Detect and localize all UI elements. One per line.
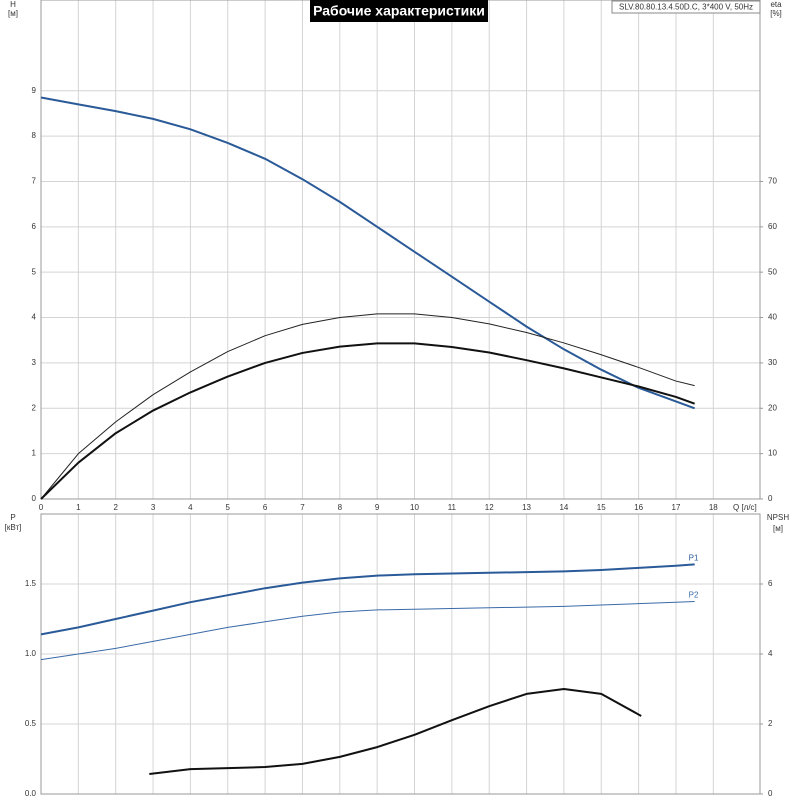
x-tick-label: 8 <box>338 503 343 512</box>
y-axis-label: H <box>10 0 16 9</box>
y2-tick-label: 40 <box>768 313 777 322</box>
x-tick-label: 10 <box>410 503 419 512</box>
top-frame <box>40 0 761 500</box>
y2-tick-label: 10 <box>768 449 777 458</box>
x-tick-label: 14 <box>559 503 568 512</box>
x-tick-label: 7 <box>300 503 305 512</box>
model-label: SLV.80.80.13.4.50D.C, 3*400 V, 50Hz <box>619 3 753 12</box>
series-label: P1 <box>689 554 699 563</box>
x-tick-label: 3 <box>151 503 156 512</box>
x-tick-label: 9 <box>375 503 380 512</box>
x-tick-label: 16 <box>634 503 643 512</box>
y2-tick-label: 4 <box>768 649 773 658</box>
y-tick-label: 5 <box>32 267 37 276</box>
x-tick-label: 6 <box>263 503 268 512</box>
y2-tick-label: 2 <box>768 719 773 728</box>
y-tick-label: 1.0 <box>25 649 37 658</box>
y-tick-label: 0 <box>32 494 37 503</box>
model-box <box>611 0 761 14</box>
y2-tick-label: 30 <box>768 358 777 367</box>
y2-tick-label: 20 <box>768 403 777 412</box>
title-box <box>310 0 488 22</box>
series-line <box>149 688 642 776</box>
y-tick-label: 4 <box>32 313 37 322</box>
y-tick-label: 1.5 <box>25 579 37 588</box>
y-tick-label: 2 <box>32 403 37 412</box>
y-tick-label: 0.5 <box>25 719 37 728</box>
y-tick-label: 1 <box>32 449 37 458</box>
y-axis-label: P <box>10 513 15 522</box>
y2-tick-label: 70 <box>768 177 777 186</box>
y2-tick-label: 6 <box>768 579 773 588</box>
y2-tick-label: 50 <box>768 267 777 276</box>
y-tick-label: 9 <box>32 86 37 95</box>
y-tick-label: 8 <box>32 131 37 140</box>
y2-axis-unit: [м] <box>773 524 783 533</box>
x-tick-label: 11 <box>448 503 457 512</box>
series-line <box>40 563 695 636</box>
x-tick-label: 5 <box>226 503 231 512</box>
series-line <box>40 342 695 500</box>
x-tick-label: 13 <box>522 503 531 512</box>
y-axis-unit: [кВт] <box>5 523 22 532</box>
x-tick-label: 17 <box>672 503 681 512</box>
y-tick-label: 3 <box>32 358 37 367</box>
y-tick-label: 6 <box>32 222 37 231</box>
x-tick-label: 12 <box>485 503 494 512</box>
y2-tick-label: 0 <box>768 494 773 503</box>
x-tick-label: 0 <box>39 503 44 512</box>
y-axis-unit: [м] <box>8 9 18 18</box>
series-line <box>40 96 695 410</box>
x-axis-label: Q [л/с] <box>733 503 757 512</box>
y-tick-label: 7 <box>32 177 37 186</box>
y2-axis-unit: [%] <box>770 9 782 18</box>
y2-axis-label: eta <box>770 0 782 9</box>
x-tick-label: 2 <box>113 503 118 512</box>
x-tick-label: 15 <box>597 503 606 512</box>
y-tick-label: 0.0 <box>25 789 37 798</box>
x-tick-label: 4 <box>188 503 193 512</box>
x-tick-label: 1 <box>76 503 81 512</box>
series-line <box>40 313 695 500</box>
y2-axis-label: NPSH <box>767 513 789 522</box>
chart-title: Рабочие характеристики <box>313 3 485 19</box>
series-line <box>40 601 695 661</box>
y2-tick-label: 0 <box>768 789 773 798</box>
series-label: P2 <box>689 591 699 600</box>
x-tick-label: 18 <box>709 503 718 512</box>
y2-tick-label: 60 <box>768 222 777 231</box>
